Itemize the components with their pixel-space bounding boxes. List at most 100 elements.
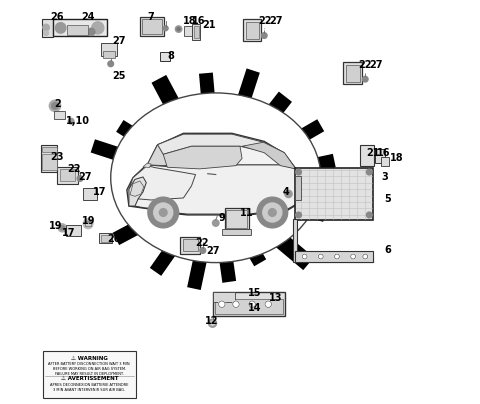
Text: 27: 27 xyxy=(206,246,219,256)
Text: APRES DECONNEXION BATTERIE ATTENDRE
3 MIN AVANT INTERVENIR SUR AIR BAG.: APRES DECONNEXION BATTERIE ATTENDRE 3 MI… xyxy=(50,383,129,392)
FancyBboxPatch shape xyxy=(43,351,136,398)
FancyBboxPatch shape xyxy=(85,221,91,226)
Circle shape xyxy=(108,61,114,67)
Circle shape xyxy=(366,169,372,175)
Text: 9: 9 xyxy=(219,213,226,223)
Ellipse shape xyxy=(111,93,321,263)
Circle shape xyxy=(200,248,205,253)
Text: 6: 6 xyxy=(384,245,391,255)
Circle shape xyxy=(213,220,219,226)
FancyBboxPatch shape xyxy=(184,26,192,36)
Circle shape xyxy=(296,169,301,175)
Circle shape xyxy=(362,76,368,82)
Polygon shape xyxy=(292,219,373,262)
FancyBboxPatch shape xyxy=(343,62,362,84)
FancyBboxPatch shape xyxy=(41,145,58,172)
Circle shape xyxy=(335,254,339,259)
FancyBboxPatch shape xyxy=(67,25,88,35)
FancyBboxPatch shape xyxy=(160,52,170,61)
Polygon shape xyxy=(163,146,242,169)
Polygon shape xyxy=(157,134,285,154)
Circle shape xyxy=(351,254,356,259)
Text: 12: 12 xyxy=(204,316,218,326)
FancyBboxPatch shape xyxy=(226,210,247,228)
Text: 22: 22 xyxy=(358,60,372,69)
Polygon shape xyxy=(130,165,301,214)
FancyBboxPatch shape xyxy=(375,149,384,163)
Text: 22: 22 xyxy=(195,238,208,248)
Text: 19: 19 xyxy=(49,221,63,231)
Circle shape xyxy=(148,197,179,228)
Circle shape xyxy=(49,100,60,112)
FancyBboxPatch shape xyxy=(222,229,252,235)
Text: 8: 8 xyxy=(167,51,174,61)
FancyBboxPatch shape xyxy=(213,292,235,302)
FancyBboxPatch shape xyxy=(53,19,107,36)
Circle shape xyxy=(68,118,74,124)
Text: 25: 25 xyxy=(113,71,126,81)
FancyBboxPatch shape xyxy=(140,17,164,36)
Polygon shape xyxy=(147,134,236,166)
Polygon shape xyxy=(129,177,146,206)
Text: 13: 13 xyxy=(269,293,283,303)
Polygon shape xyxy=(130,181,144,196)
Polygon shape xyxy=(143,163,151,168)
FancyBboxPatch shape xyxy=(295,251,372,262)
FancyBboxPatch shape xyxy=(99,233,112,243)
Circle shape xyxy=(58,224,66,232)
Circle shape xyxy=(44,31,48,36)
Circle shape xyxy=(302,254,307,259)
Text: 11: 11 xyxy=(240,208,253,217)
Circle shape xyxy=(208,319,216,327)
Circle shape xyxy=(177,27,180,31)
Text: 19: 19 xyxy=(82,217,95,226)
FancyBboxPatch shape xyxy=(360,145,374,166)
FancyBboxPatch shape xyxy=(101,235,111,242)
Circle shape xyxy=(60,226,64,230)
FancyBboxPatch shape xyxy=(193,26,199,38)
Text: 7: 7 xyxy=(147,12,154,22)
Circle shape xyxy=(77,176,83,181)
FancyBboxPatch shape xyxy=(192,24,201,40)
Circle shape xyxy=(257,197,288,228)
Circle shape xyxy=(43,24,49,31)
Circle shape xyxy=(263,203,282,222)
FancyBboxPatch shape xyxy=(66,225,81,236)
Circle shape xyxy=(249,301,255,307)
Text: 27: 27 xyxy=(269,16,283,26)
FancyBboxPatch shape xyxy=(54,111,65,119)
Text: 21: 21 xyxy=(202,20,216,30)
FancyBboxPatch shape xyxy=(215,299,283,314)
Polygon shape xyxy=(129,166,195,200)
FancyBboxPatch shape xyxy=(246,22,259,39)
Circle shape xyxy=(285,190,292,198)
Text: ⚠ AVERTISSEMENT: ⚠ AVERTISSEMENT xyxy=(60,376,118,381)
Circle shape xyxy=(233,301,239,307)
FancyBboxPatch shape xyxy=(104,51,115,58)
FancyBboxPatch shape xyxy=(213,292,285,316)
FancyBboxPatch shape xyxy=(382,157,389,166)
FancyBboxPatch shape xyxy=(83,188,97,200)
Circle shape xyxy=(159,209,167,217)
Circle shape xyxy=(92,22,104,34)
Text: 27: 27 xyxy=(78,172,92,182)
FancyBboxPatch shape xyxy=(182,239,198,251)
FancyBboxPatch shape xyxy=(60,169,75,181)
Polygon shape xyxy=(127,133,302,215)
FancyBboxPatch shape xyxy=(58,167,78,184)
Circle shape xyxy=(211,321,215,325)
Circle shape xyxy=(55,23,66,33)
Circle shape xyxy=(154,203,173,222)
FancyBboxPatch shape xyxy=(225,208,249,229)
Circle shape xyxy=(268,209,276,217)
Text: 17: 17 xyxy=(93,187,106,197)
Circle shape xyxy=(318,254,323,259)
Circle shape xyxy=(265,301,272,307)
Text: 22: 22 xyxy=(258,16,271,26)
Text: 4: 4 xyxy=(283,187,289,197)
FancyBboxPatch shape xyxy=(180,237,201,254)
Text: 3: 3 xyxy=(382,172,388,182)
Text: 1,10: 1,10 xyxy=(65,116,89,126)
Text: 2: 2 xyxy=(54,99,61,109)
Text: 18: 18 xyxy=(182,16,196,26)
